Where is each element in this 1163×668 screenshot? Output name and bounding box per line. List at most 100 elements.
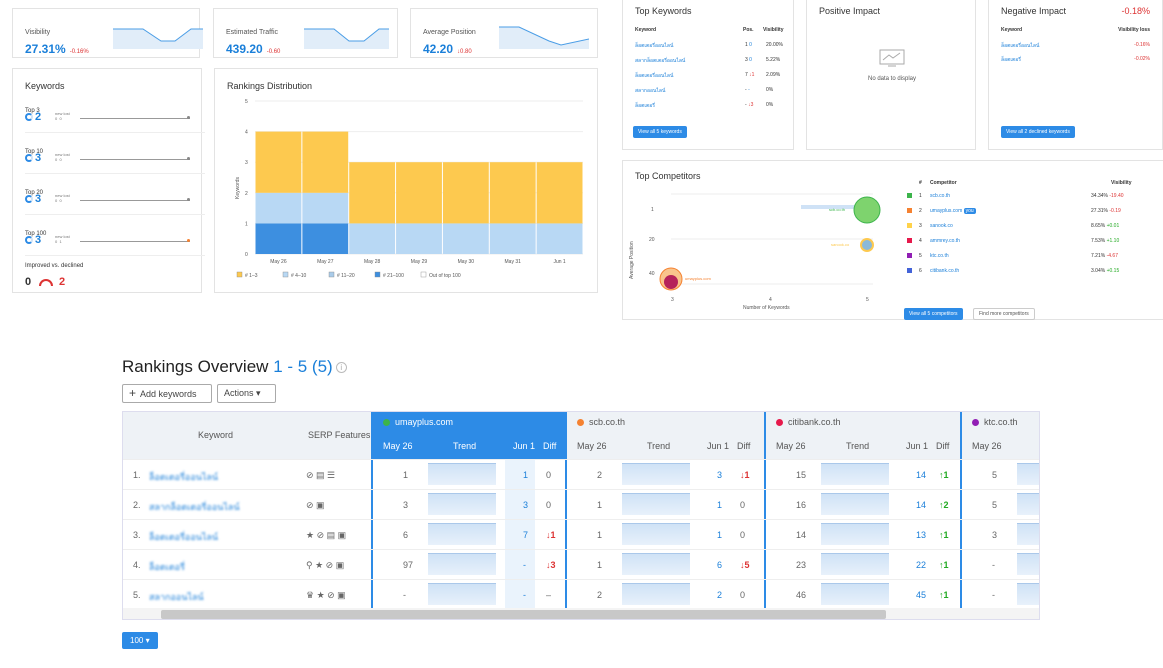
bar-segment xyxy=(442,162,489,224)
col-header[interactable]: May 26 xyxy=(972,441,1002,451)
trend-sparkline xyxy=(622,553,690,575)
keyword-link[interactable]: สลากออนไลน์ xyxy=(635,88,666,94)
page-size-dropdown[interactable]: 100 ▾ xyxy=(122,632,158,649)
ring-icon xyxy=(25,154,33,162)
rankings-distribution-chart: 5 4 3 2 1 0 Keywords May 26 May 27 May 28 May 29 Ma… xyxy=(235,99,583,279)
bar-segment xyxy=(349,223,396,254)
checkbox[interactable] xyxy=(907,223,912,228)
keyword-link[interactable]: ล็อตเตอรี่ออนไลน์ xyxy=(149,472,219,482)
legend-box xyxy=(282,271,289,278)
keyword-link[interactable]: ล็อตเตอรี่ออนไลน์ xyxy=(635,73,674,79)
col-keyword[interactable]: Keyword xyxy=(198,430,234,440)
trend-sparkline xyxy=(428,583,496,605)
keyword-link[interactable]: สลากล็อตเตอรี่ออนไลน์ xyxy=(635,58,686,64)
visibility-loss: -0.02% xyxy=(1134,56,1150,62)
top100-row[interactable]: Top 100 3 new lost 0 1 xyxy=(25,222,190,246)
traffic-sparkline xyxy=(304,28,389,49)
y-tick: 2 xyxy=(245,191,248,197)
jun1-value: - xyxy=(523,590,526,600)
domain-border xyxy=(960,412,962,619)
may26-value: - xyxy=(992,590,995,600)
keyword-link[interactable]: ล็อตเตอรี่ออนไลน์ xyxy=(149,532,219,542)
keyword-link[interactable]: ล็อตเตอรี่ออนไลน์ xyxy=(635,43,674,49)
col-header[interactable]: Trend xyxy=(453,441,477,451)
view-all-competitors-button[interactable]: View all 5 competitors xyxy=(904,308,963,320)
keyword-pos: - - xyxy=(745,87,750,93)
keyword-link[interactable]: ล็อตเตอรี่ xyxy=(149,562,185,572)
competitor-link[interactable]: scb.co.th xyxy=(930,193,951,199)
checkbox[interactable] xyxy=(907,268,912,273)
y-tick: 40 xyxy=(649,271,655,277)
table-row: 3. ล็อตเตอรี่ออนไลน์ ★ ⊘ ▤ ▣ 6 7 ↓1 1 1 0 14 13 ↑1 3 xyxy=(123,519,1039,549)
jun1-value: 14 xyxy=(916,500,927,510)
horizontal-scrollbar[interactable] xyxy=(123,608,1039,619)
new-lost: new lost 0 0 xyxy=(55,193,70,203)
top3-row[interactable]: Top 3 2 new lost 0 0 xyxy=(25,99,190,123)
legend-label: # 1–3 xyxy=(245,273,258,279)
competitor-bubble-chart: 1 20 40 3 4 5 Number of Keywords Average… xyxy=(629,193,881,311)
table-row: 4. ล็อตเตอรี่ ⚲ ★ ⊘ ▣ 97 - ↓3 1 6 ↓5 23 22 ↑1 - xyxy=(123,549,1039,579)
trend-dot xyxy=(187,116,190,119)
competitor-link[interactable]: citibank.co.th xyxy=(930,268,960,274)
keyword-link[interactable]: ล็อตเตอรี่ออนไลน์ xyxy=(1001,43,1040,49)
top20-row[interactable]: Top 20 3 new lost 0 0 xyxy=(25,181,190,205)
col-header[interactable]: May 26 xyxy=(383,441,413,451)
col-header[interactable]: Diff xyxy=(543,441,557,451)
col-header[interactable]: May 26 xyxy=(776,441,806,451)
trend-line xyxy=(80,200,190,201)
col-header[interactable]: Trend xyxy=(647,441,671,451)
comp-num: 1 xyxy=(919,193,922,199)
y-tick: 20 xyxy=(649,237,655,243)
jun1-value: 22 xyxy=(916,560,927,570)
keyword-link[interactable]: ล็อตเตอรี่ xyxy=(1001,57,1021,63)
jun1-value: 45 xyxy=(916,590,927,600)
legend-box xyxy=(420,271,427,278)
bubble-ammrey xyxy=(664,275,678,289)
col-header[interactable]: May 26 xyxy=(577,441,607,451)
checkbox[interactable] xyxy=(907,253,912,258)
comp-num: 3 xyxy=(919,223,922,229)
row-value: 3 xyxy=(35,234,42,246)
col-pos: Pos. xyxy=(743,27,754,33)
info-icon[interactable]: i xyxy=(335,362,347,374)
col-header[interactable]: Diff xyxy=(737,441,751,451)
col-header[interactable]: Jun 1 xyxy=(906,441,929,451)
competitor-link[interactable]: umayplus.com you xyxy=(930,208,976,214)
jun1-value: 13 xyxy=(916,530,927,540)
col-header[interactable]: Trend xyxy=(846,441,870,451)
ring-icon xyxy=(25,236,33,244)
row-value: 2 xyxy=(35,111,42,123)
checkbox[interactable] xyxy=(907,193,912,198)
view-declined-keywords-button[interactable]: View all 2 declined keywords xyxy=(1001,126,1075,138)
top-competitors-title: Top Competitors xyxy=(635,171,701,181)
keyword-link[interactable]: สลากออนไลน์ xyxy=(149,592,204,602)
col-header[interactable]: Jun 1 xyxy=(513,441,536,451)
bar-segment xyxy=(255,223,302,254)
keyword-range: 1 - 5 (5) xyxy=(273,357,333,376)
scrollbar-thumb[interactable] xyxy=(161,610,886,619)
find-more-competitors-button[interactable]: Find more competitors xyxy=(973,308,1035,320)
y-tick: 0 xyxy=(245,252,248,258)
add-keywords-button[interactable]: + Add keywords xyxy=(122,384,212,403)
keyword-link[interactable]: สลากล็อตเตอรี่ออนไลน์ xyxy=(149,502,240,512)
may26-value: 6 xyxy=(403,530,409,540)
col-header[interactable]: Jun 1 xyxy=(707,441,730,451)
may26-value: 1 xyxy=(597,530,603,540)
negative-impact-value: -0.18% xyxy=(1121,6,1150,16)
competitor-link[interactable]: sanook.co xyxy=(930,223,953,229)
row-num: 2. xyxy=(133,500,141,510)
bar-segment xyxy=(536,162,583,224)
metric-delta: -0.60 xyxy=(266,49,281,55)
top10-row[interactable]: Top 10 3 new lost 0 0 xyxy=(25,140,190,164)
checkbox[interactable] xyxy=(907,208,912,213)
may26-value: 16 xyxy=(796,500,807,510)
view-all-keywords-button[interactable]: View all 5 keywords xyxy=(633,126,687,138)
competitor-link[interactable]: ktc.co.th xyxy=(930,253,949,259)
col-header[interactable]: Diff xyxy=(936,441,950,451)
declined-arc-icon xyxy=(39,279,53,286)
keyword-link[interactable]: ล็อตเตอรี่ xyxy=(635,103,655,109)
checkbox[interactable] xyxy=(907,238,912,243)
competitor-link[interactable]: ammrey.co.th xyxy=(930,238,960,244)
may26-value: - xyxy=(992,560,995,570)
actions-dropdown[interactable]: Actions ▾ xyxy=(217,384,276,403)
